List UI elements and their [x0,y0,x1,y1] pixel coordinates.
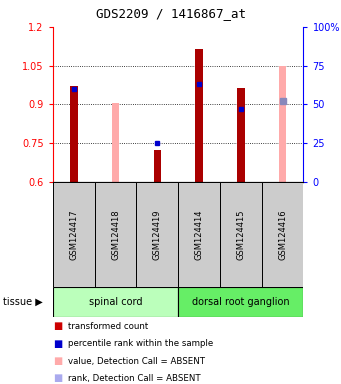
Text: GSM124415: GSM124415 [236,209,245,260]
Bar [262,182,303,287]
Bar [153,150,161,182]
Text: percentile rank within the sample: percentile rank within the sample [68,339,213,348]
Text: value, Detection Call = ABSENT: value, Detection Call = ABSENT [68,356,205,366]
Bar [195,49,203,182]
Text: rank, Detection Call = ABSENT: rank, Detection Call = ABSENT [68,374,201,383]
Text: GSM124418: GSM124418 [111,209,120,260]
Text: ■: ■ [53,321,63,331]
Bar [70,86,77,182]
Bar [136,182,178,287]
Text: GSM124416: GSM124416 [278,209,287,260]
Bar [220,182,262,287]
Text: GDS2209 / 1416867_at: GDS2209 / 1416867_at [95,7,246,20]
Text: spinal cord: spinal cord [89,297,142,307]
Bar [237,88,244,182]
Bar [178,182,220,287]
Bar [279,66,286,182]
Text: ■: ■ [53,339,63,349]
Bar [178,287,303,317]
Text: transformed count: transformed count [68,322,148,331]
Text: ■: ■ [53,373,63,383]
Text: tissue ▶: tissue ▶ [3,297,43,307]
Text: GSM124419: GSM124419 [153,209,162,260]
Text: dorsal root ganglion: dorsal root ganglion [192,297,290,307]
Bar [53,182,94,287]
Bar [53,287,178,317]
Text: GSM124417: GSM124417 [69,209,78,260]
Text: ■: ■ [53,356,63,366]
Text: GSM124414: GSM124414 [195,209,204,260]
Bar [112,103,119,182]
Bar [94,182,136,287]
